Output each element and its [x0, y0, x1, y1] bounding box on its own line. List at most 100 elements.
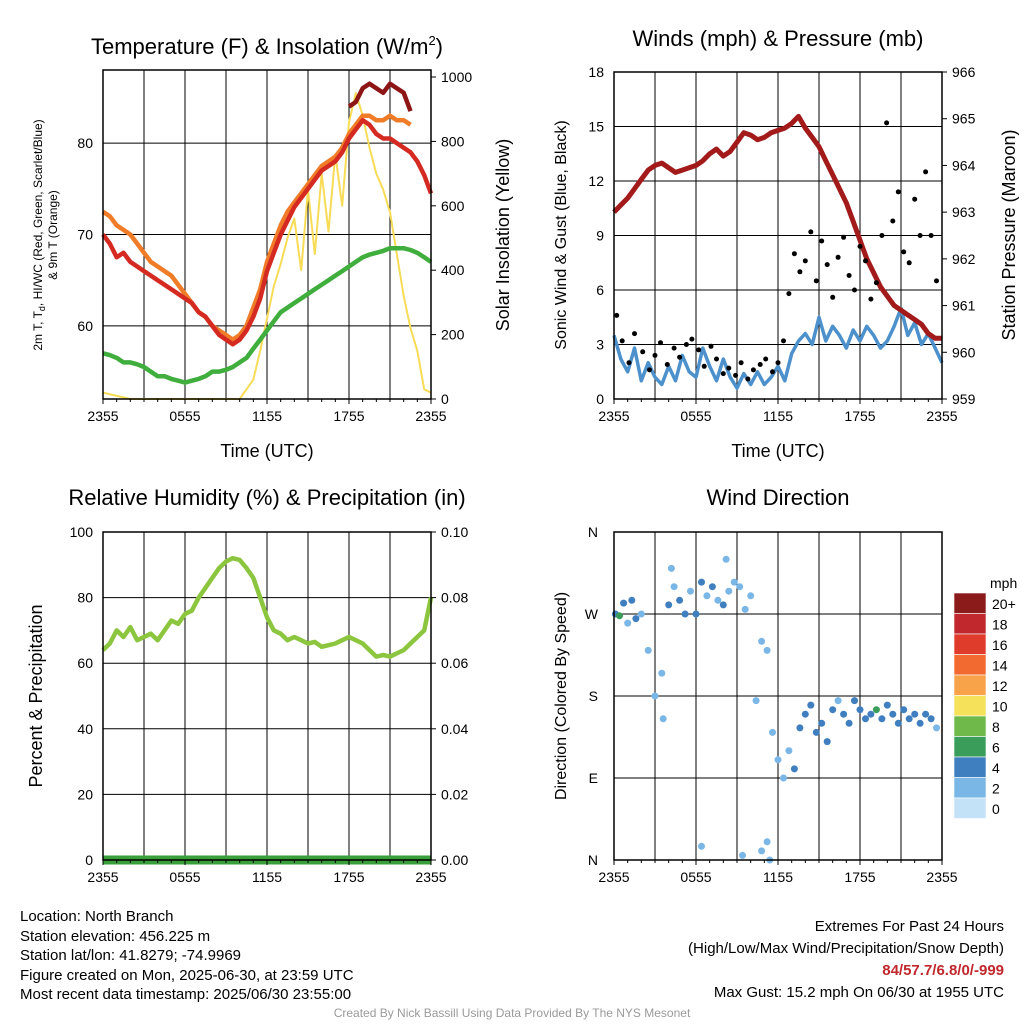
y2-tick-label: 1000 — [441, 69, 472, 85]
direction-point — [796, 724, 804, 732]
wind-direction-ylabel: Direction (Colored By Speed) — [553, 592, 570, 800]
gust-point — [770, 369, 775, 375]
x-tick-label: 2355 — [87, 408, 118, 424]
direction-point — [758, 847, 766, 855]
recent-timestamp: Most recent data timestamp: 2025/06/30 2… — [20, 986, 352, 1003]
direction-point — [790, 765, 798, 773]
y2-tick-label: 963 — [952, 204, 976, 220]
gust-point — [738, 360, 744, 366]
colorbar-label: 4 — [992, 760, 1000, 776]
wind-direction-points — [611, 555, 940, 864]
gust-point — [664, 362, 670, 367]
direction-point — [667, 564, 675, 572]
direction-point — [845, 719, 853, 727]
y2-tick-label: 960 — [952, 344, 976, 360]
gust-point — [906, 260, 912, 266]
winds-ylabel: Sonic Wind & Gust (Blue, Black) — [553, 120, 570, 349]
y-tick-label: 3 — [596, 337, 604, 353]
y-tick-label: 60 — [77, 655, 93, 671]
temperature-ticks: 2355 0555 1155 1755 235560708002004006008001… — [77, 69, 472, 424]
colorbar-title: mph — [990, 575, 1017, 591]
direction-point — [676, 596, 684, 604]
gust-point — [808, 229, 814, 235]
y2-tick-label: 0 — [441, 391, 449, 407]
y-tick-label: 0 — [596, 391, 604, 407]
direction-point — [698, 842, 705, 850]
direction-point — [698, 578, 705, 586]
gust-point — [696, 347, 702, 353]
y-tick-label: 80 — [77, 590, 93, 606]
y-tick-label: 6 — [596, 282, 604, 298]
humidity-grid — [103, 532, 431, 860]
gust-point — [677, 354, 683, 360]
colorbar-swatch — [953, 613, 987, 635]
y2-tick-label: 0.10 — [441, 524, 468, 540]
direction-point — [628, 596, 636, 604]
figure-created: Figure created on Mon, 2025-06-30, at 23… — [20, 966, 354, 984]
y-tick-label: W — [585, 606, 599, 622]
direction-point — [774, 756, 782, 764]
x-tick-label: 0555 — [680, 408, 711, 424]
direction-point — [763, 646, 771, 654]
y2-tick-label: 0.04 — [441, 721, 468, 737]
gust-point — [781, 338, 786, 344]
y-tick-label: 9 — [596, 228, 604, 244]
y-tick-label: 60 — [77, 318, 93, 334]
gust-point — [797, 269, 803, 275]
direction-point — [722, 555, 730, 563]
direction-point — [889, 710, 897, 718]
temperature-title: Temperature (F) & Insolation (W/m2) — [91, 33, 443, 59]
gust-point — [813, 278, 819, 284]
gust-point — [835, 254, 841, 260]
direction-point — [714, 596, 722, 604]
gust-point — [726, 365, 732, 371]
y-tick-label: 15 — [588, 119, 604, 135]
station-elevation: Station elevation: 456.225 m — [20, 927, 211, 945]
temperature-xlabel: Time (UTC) — [220, 441, 313, 461]
x-tick-label: 1755 — [844, 869, 875, 885]
y-tick-label: N — [588, 524, 598, 540]
speed-colorbar: 20+ 18 16 14 12 10 8 6 4 2 0 — [953, 592, 1016, 819]
direction-point — [933, 724, 940, 732]
temp-line — [101, 118, 434, 347]
y-tick-label: S — [589, 688, 598, 704]
x-tick-label: 0555 — [680, 869, 711, 885]
gust-point — [791, 251, 797, 257]
direction-point — [658, 669, 666, 677]
direction-point — [823, 738, 831, 746]
x-tick-label: 2355 — [415, 408, 446, 424]
direction-point — [651, 692, 659, 700]
gust-point — [614, 312, 620, 318]
gust-point — [928, 233, 934, 238]
direction-point — [665, 601, 673, 609]
y2-tick-label: 962 — [952, 251, 976, 267]
gust-point — [863, 258, 868, 264]
station-latlon: Station lat/lon: 41.8279; -74.9969 — [20, 947, 242, 964]
gust-point — [683, 342, 689, 347]
colorbar-label: 16 — [992, 637, 1008, 653]
direction-point — [780, 774, 787, 782]
direction-point — [687, 587, 694, 595]
max-gust: Max Gust: 15.2 mph On 06/30 at 1955 UTC — [713, 984, 1004, 1001]
y-tick-label: 0 — [85, 852, 93, 868]
direction-point — [703, 592, 711, 600]
colorbar-label: 14 — [992, 658, 1008, 674]
y-tick-label: 40 — [77, 721, 93, 737]
y2-tick-label: 0.02 — [441, 786, 468, 802]
humidity-ylabel: Percent & Precipitation — [26, 604, 46, 787]
colorbar-label: 6 — [992, 740, 1000, 756]
pressure-ylabel: Station Pressure (Maroon) — [999, 129, 1019, 340]
direction-point — [659, 715, 667, 723]
y2-tick-label: 0.00 — [441, 852, 468, 868]
direction-point — [616, 612, 623, 620]
x-tick-label: 1155 — [763, 869, 793, 885]
gust-point — [733, 372, 739, 378]
direction-point — [730, 578, 738, 586]
gust-point — [901, 249, 907, 255]
direction-point — [878, 715, 886, 723]
direction-point — [911, 710, 919, 718]
direction-point — [856, 706, 864, 714]
x-tick-label: 2355 — [87, 869, 118, 885]
winds-xlabel: Time (UTC) — [731, 441, 824, 461]
gust-point — [640, 349, 646, 355]
